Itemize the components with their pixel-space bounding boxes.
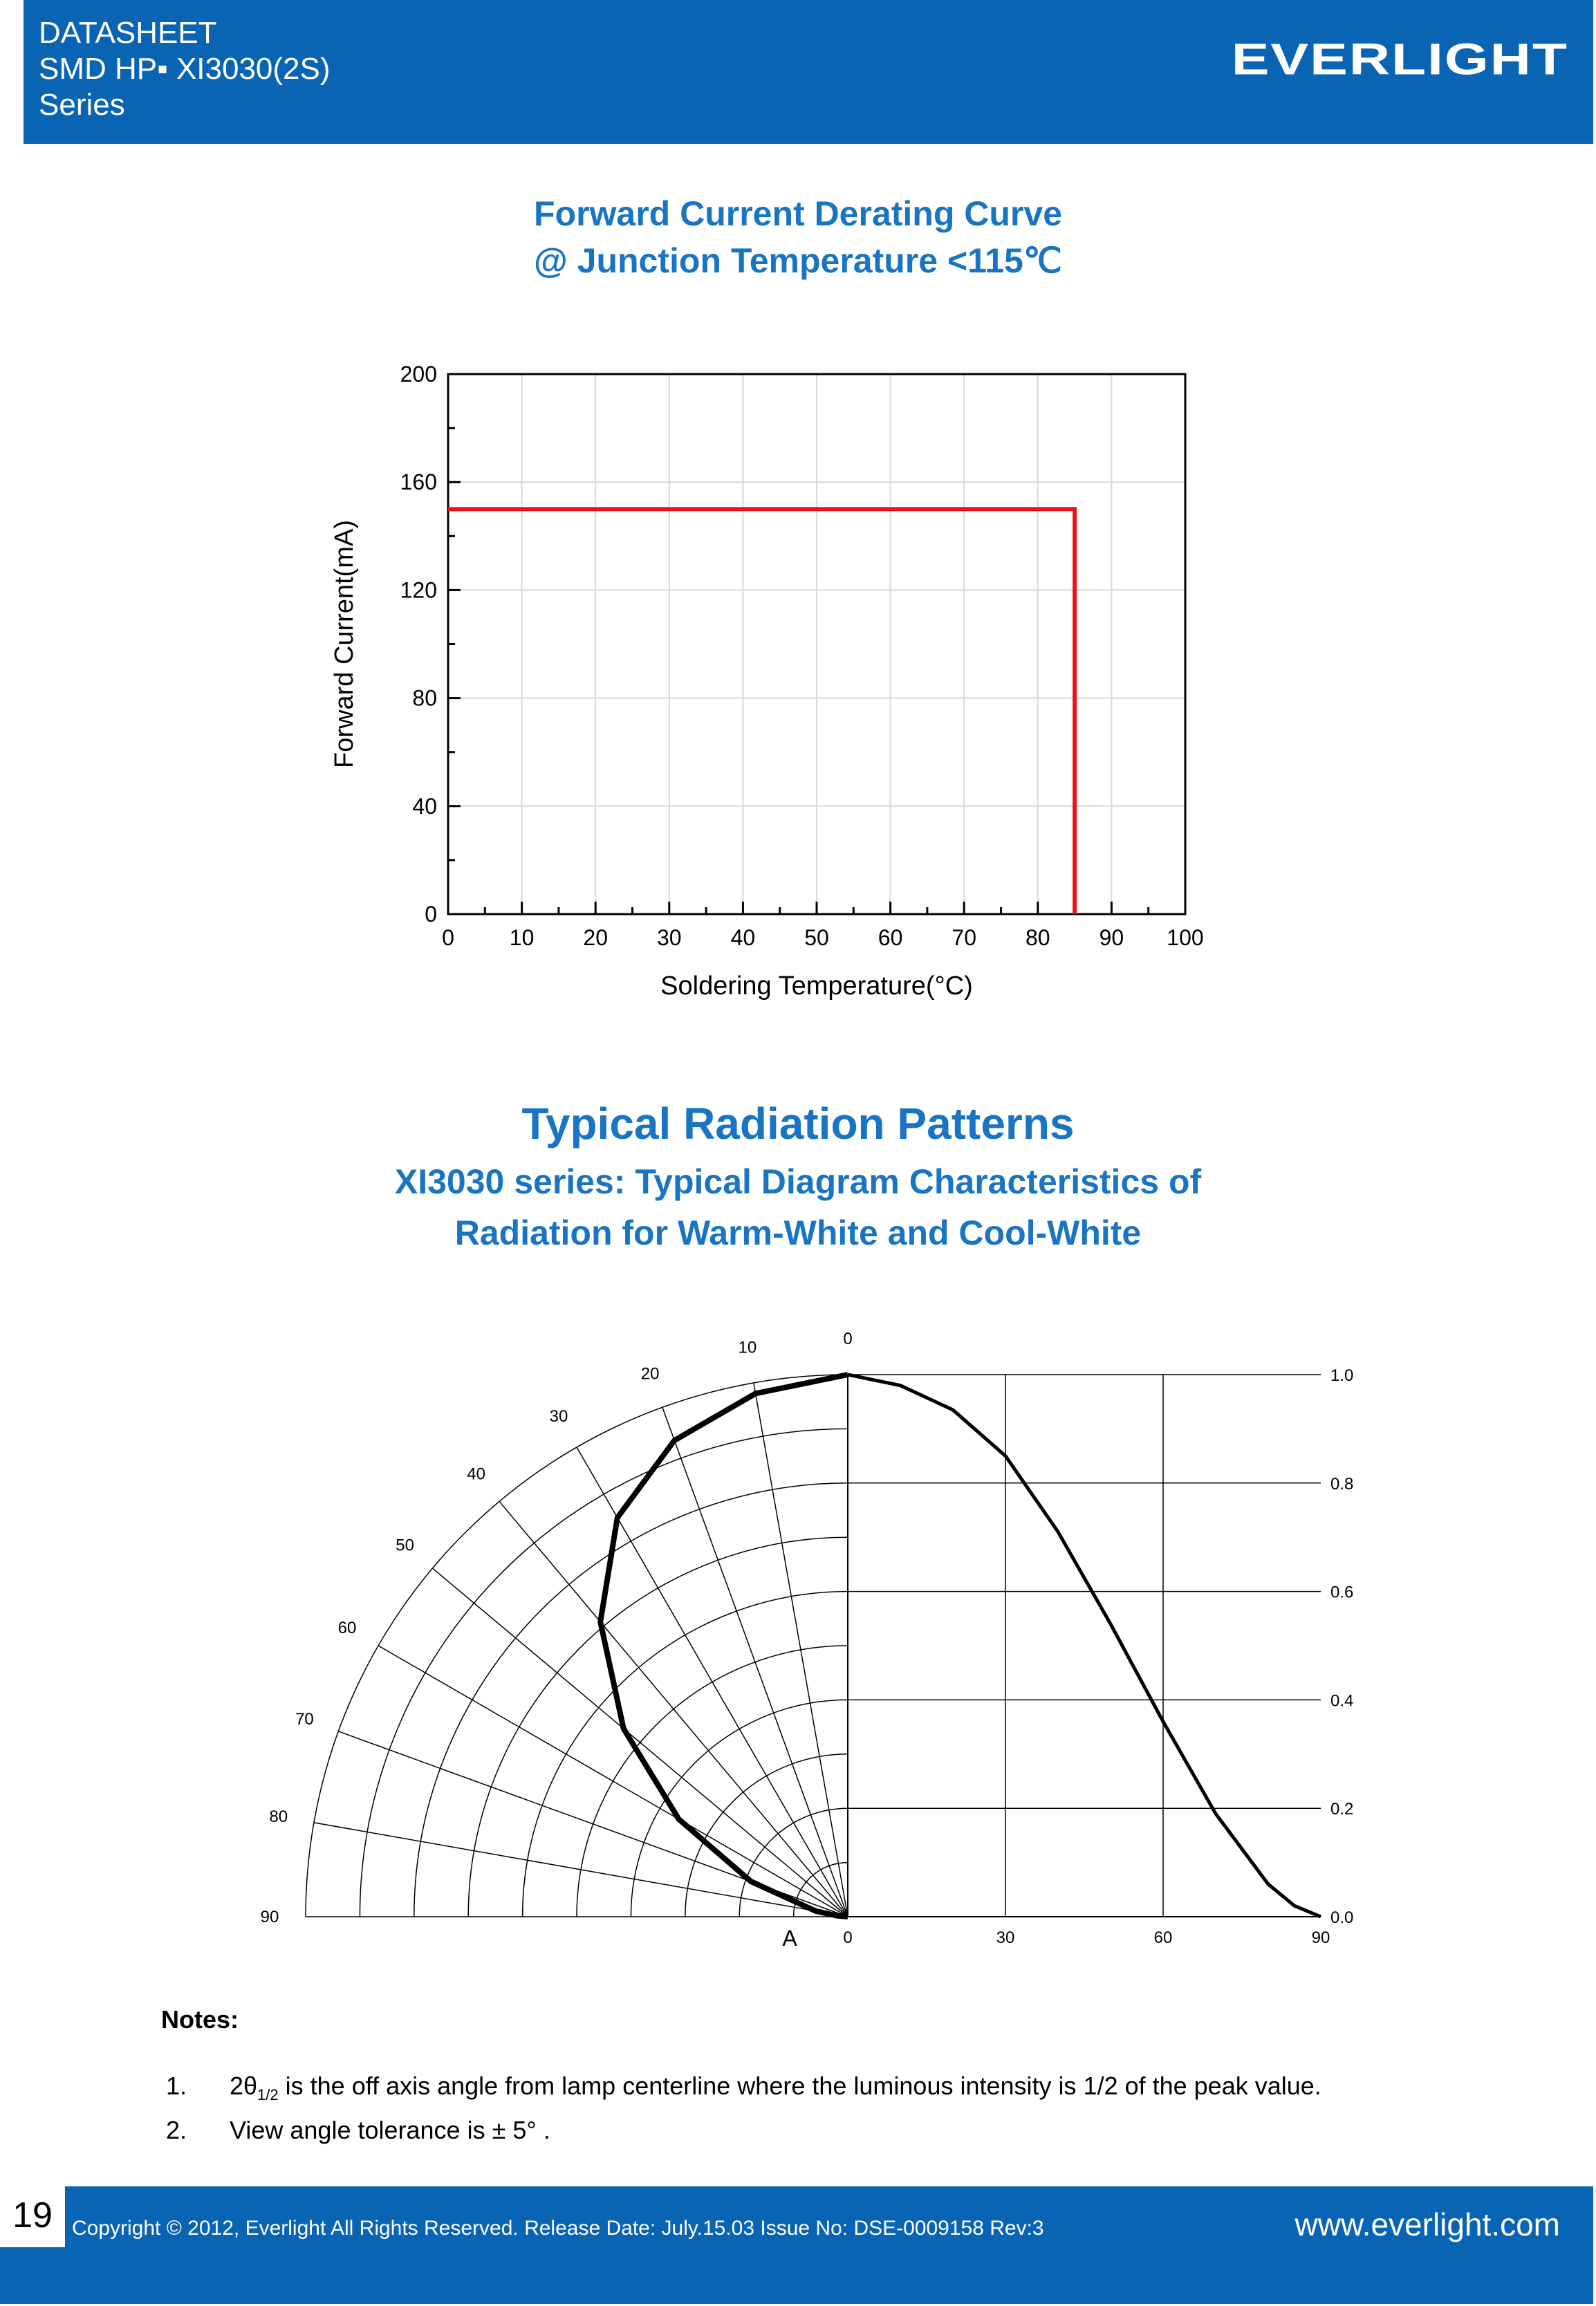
derating-chart: 0 10 20 30 40 50 60 70 80 90 100 0 40 80 120 160 200 Sold… [330, 362, 1204, 1001]
intensity-tick-label: 0.4 [1330, 1691, 1353, 1710]
intensity-tick-label: 0.2 [1330, 1800, 1353, 1819]
polar-arc [792, 1861, 848, 1917]
angle-tick-label: 60 [1154, 1928, 1173, 1947]
x-tick-label: 70 [952, 925, 976, 950]
polar-intensity-curve [597, 1372, 848, 1919]
polar-radial-line [432, 1568, 848, 1917]
note-2-number: 2. [166, 2116, 187, 2144]
intensity-tick-label: 1.0 [1330, 1366, 1353, 1385]
polar-arc [359, 1428, 848, 1917]
y-tick-label: 120 [400, 577, 437, 602]
polar-angle-label: 80 [269, 1807, 288, 1826]
note-1: 2θ1/2 is the off axis angle from lamp ce… [230, 2072, 1321, 2104]
x-tick-label: 30 [657, 925, 682, 950]
polar-arc [305, 1374, 848, 1917]
y-tick-label: 160 [400, 469, 437, 494]
doc-type: DATASHEET [39, 16, 217, 50]
note-1-subscript: 1/2 [257, 2086, 279, 2104]
footer-bar [0, 2186, 1593, 2304]
polar-radial-line [753, 1382, 848, 1917]
polar-angle-label: 30 [550, 1407, 568, 1426]
x-tick-label: 50 [804, 925, 829, 950]
radiation-title-3: Radiation for Warm-White and Cool-White [454, 1214, 1142, 1252]
polar-angle-label: 20 [641, 1364, 660, 1383]
polar-arc [576, 1645, 848, 1917]
derating-curve [448, 507, 1077, 914]
polar-arc [685, 1754, 848, 1917]
x-tick-label: 20 [583, 925, 608, 950]
cartesian-intensity-curve [847, 1373, 1321, 1919]
y-tick-label: 80 [412, 686, 437, 711]
notes-heading: Notes: [161, 2005, 239, 2034]
polar-radial-line [662, 1407, 848, 1917]
polar-angle-label: 90 [261, 1908, 279, 1926]
product-name: SMD HP▪ XI3030(2S) [39, 52, 331, 86]
y-tick-label: 40 [412, 794, 437, 819]
note-1-symbol: 2θ [230, 2072, 258, 2100]
radiation-title-2: XI3030 series: Typical Diagram Character… [394, 1162, 1202, 1201]
polar-arc [467, 1536, 848, 1917]
polar-radial-line [378, 1645, 848, 1917]
marker-label-a: A [782, 1926, 797, 1951]
x-tick-label: 0 [442, 925, 454, 950]
polar-arc [521, 1590, 848, 1917]
derating-title-2: @ Junction Temperature <115℃ [534, 241, 1062, 280]
everlight-logo: EVERLIGHT [1231, 35, 1568, 84]
angle-tick-label: 0 [843, 1928, 852, 1947]
header-bar: DATASHEET SMD HP▪ XI3030(2S) Series EVER… [24, 0, 1593, 144]
angle-tick-label: 30 [996, 1928, 1015, 1947]
polar-radial-line [499, 1500, 848, 1917]
polar-arc [414, 1482, 848, 1917]
polar-angle-label: 0 [843, 1330, 852, 1348]
angle-tick-label: 90 [1312, 1928, 1330, 1947]
polar-radial-line [313, 1822, 848, 1917]
series-label: Series [39, 88, 125, 122]
y-tick-label: 0 [425, 902, 437, 927]
polar-radial-line [576, 1447, 848, 1917]
polar-angle-label: 40 [467, 1465, 485, 1484]
intensity-tick-label: 0.6 [1330, 1583, 1353, 1602]
x-tick-label: 40 [731, 925, 756, 950]
x-tick-label: 90 [1099, 925, 1124, 950]
derating-title-1: Forward Current Derating Curve [533, 194, 1062, 233]
intensity-tick-label: 0.8 [1330, 1475, 1353, 1494]
x-tick-label: 60 [878, 925, 903, 950]
y-tick-label: 200 [400, 362, 437, 387]
x-tick-label: 100 [1167, 925, 1203, 950]
note-1-text: is the off axis angle from lamp centerli… [278, 2072, 1321, 2100]
polar-angle-label: 50 [396, 1536, 414, 1555]
polar-angle-label: 70 [295, 1710, 314, 1729]
copyright-text: Copyright © 2012, Everlight All Rights R… [72, 2217, 1044, 2240]
y-axis-label: Forward Current(mA) [330, 520, 359, 768]
polar-arc [739, 1807, 848, 1917]
note-1-number: 1. [166, 2072, 187, 2100]
radiation-title-1: Typical Radiation Patterns [521, 1099, 1075, 1149]
x-axis-label: Soldering Temperature(°C) [660, 971, 973, 1001]
polar-arc [630, 1699, 848, 1917]
page-number: 19 [0, 2186, 65, 2247]
x-tick-label: 10 [510, 925, 535, 950]
polar-angle-label: 60 [338, 1619, 357, 1637]
intensity-tick-label: 0.0 [1330, 1908, 1353, 1927]
website-link[interactable]: www.everlight.com [1295, 2206, 1560, 2242]
note-2-text: View angle tolerance is ± 5° . [230, 2116, 550, 2144]
x-tick-label: 80 [1026, 925, 1050, 950]
polar-angle-label: 10 [738, 1339, 757, 1357]
